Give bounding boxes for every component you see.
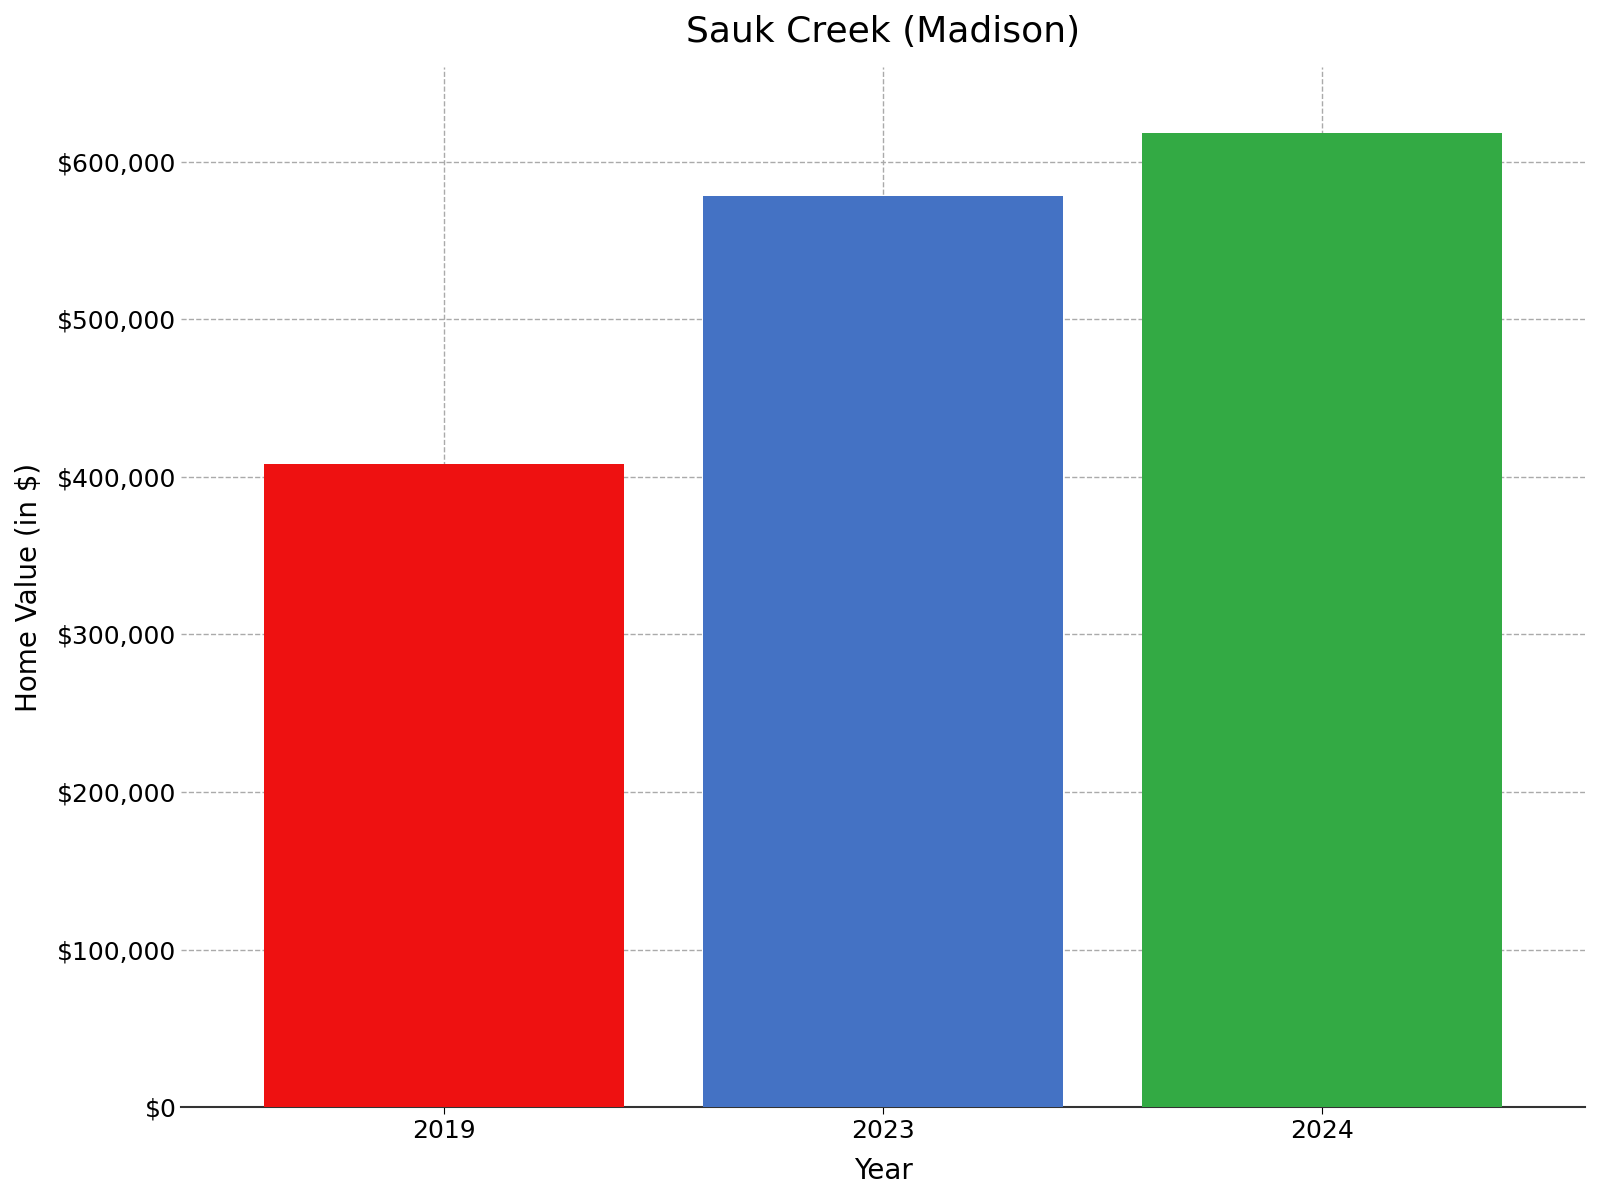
Y-axis label: Home Value (in $): Home Value (in $) [14,462,43,712]
Bar [702,197,1062,1108]
Bar [264,464,624,1108]
X-axis label: Year: Year [854,1157,912,1184]
Title: Sauk Creek (Madison): Sauk Creek (Madison) [686,14,1080,49]
Bar [1142,133,1502,1108]
